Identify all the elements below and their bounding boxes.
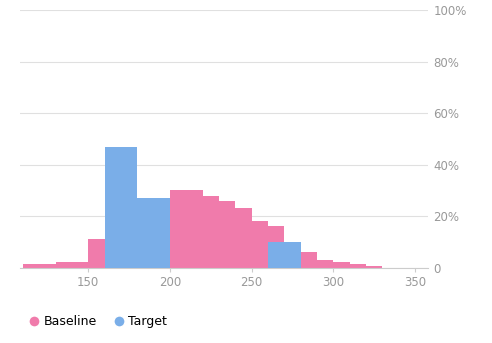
Bar <box>235 221 268 268</box>
Bar <box>121 219 154 268</box>
Bar <box>301 260 333 268</box>
Bar <box>219 209 251 268</box>
Bar <box>284 252 317 268</box>
Legend: Baseline, Target: Baseline, Target <box>26 310 172 333</box>
Bar <box>333 264 366 268</box>
Bar <box>203 201 235 268</box>
Bar <box>251 226 284 268</box>
Bar <box>317 262 350 268</box>
Bar <box>268 242 301 268</box>
Bar <box>268 247 301 268</box>
Bar <box>186 196 219 268</box>
Bar <box>137 198 170 268</box>
Bar <box>56 262 88 268</box>
Bar <box>137 229 170 268</box>
Bar <box>170 190 203 268</box>
Bar <box>105 147 137 268</box>
Bar <box>350 266 382 268</box>
Bar <box>23 264 56 268</box>
Bar <box>154 198 186 268</box>
Bar <box>105 229 137 268</box>
Bar <box>88 239 121 268</box>
